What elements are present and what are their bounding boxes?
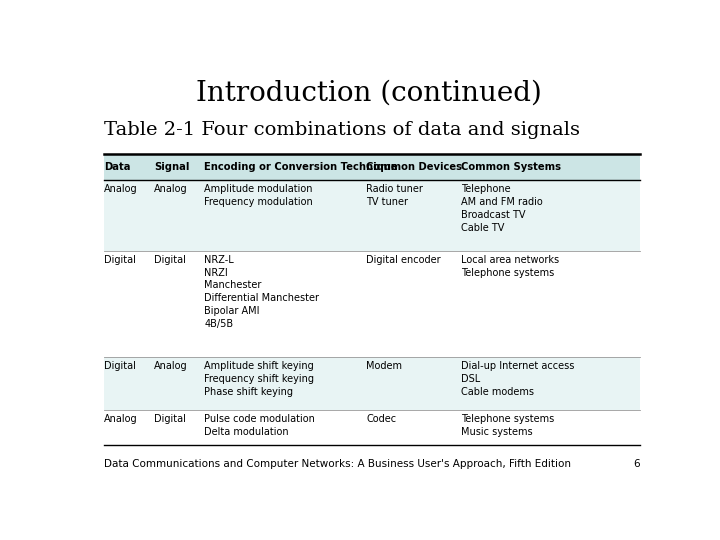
Text: Amplitude shift keying
Frequency shift keying
Phase shift keying: Amplitude shift keying Frequency shift k… [204,361,315,396]
Text: Codec: Codec [366,414,396,424]
Bar [104,357,639,410]
Bar [104,180,639,251]
Bar [104,410,639,446]
Text: Digital: Digital [104,361,136,371]
Text: Pulse code modulation
Delta modulation: Pulse code modulation Delta modulation [204,414,315,437]
Bar [104,251,639,357]
Text: Analog: Analog [154,184,188,194]
Text: Digital: Digital [154,414,186,424]
Text: Digital encoder: Digital encoder [366,255,441,265]
Text: Analog: Analog [154,361,188,371]
Text: Data: Data [104,162,130,172]
Text: Dial-up Internet access
DSL
Cable modems: Dial-up Internet access DSL Cable modems [461,361,575,396]
Text: Analog: Analog [104,184,138,194]
Text: Table 2-1 Four combinations of data and signals: Table 2-1 Four combinations of data and … [104,121,580,139]
Text: Radio tuner
TV tuner: Radio tuner TV tuner [366,184,423,207]
Text: Local area networks
Telephone systems: Local area networks Telephone systems [461,255,559,278]
Text: Data Communications and Computer Networks: A Business User's Approach, Fifth Edi: Data Communications and Computer Network… [104,459,571,469]
Text: Encoding or Conversion Technique: Encoding or Conversion Technique [204,162,398,172]
Text: Digital: Digital [154,255,186,265]
Text: Telephone
AM and FM radio
Broadcast TV
Cable TV: Telephone AM and FM radio Broadcast TV C… [461,184,543,233]
Text: 6: 6 [633,459,639,469]
Text: Common Devices: Common Devices [366,162,462,172]
Text: Telephone systems
Music systems: Telephone systems Music systems [461,414,554,437]
Text: NRZ-L
NRZI
Manchester
Differential Manchester
Bipolar AMI
4B/5B: NRZ-L NRZI Manchester Differential Manch… [204,255,320,329]
Bar [104,154,639,180]
Text: Modem: Modem [366,361,402,371]
Text: Common Systems: Common Systems [461,162,561,172]
Text: Signal: Signal [154,162,189,172]
Text: Digital: Digital [104,255,136,265]
Text: Introduction (continued): Introduction (continued) [196,79,542,106]
Text: Analog: Analog [104,414,138,424]
Text: Amplitude modulation
Frequency modulation: Amplitude modulation Frequency modulatio… [204,184,313,207]
